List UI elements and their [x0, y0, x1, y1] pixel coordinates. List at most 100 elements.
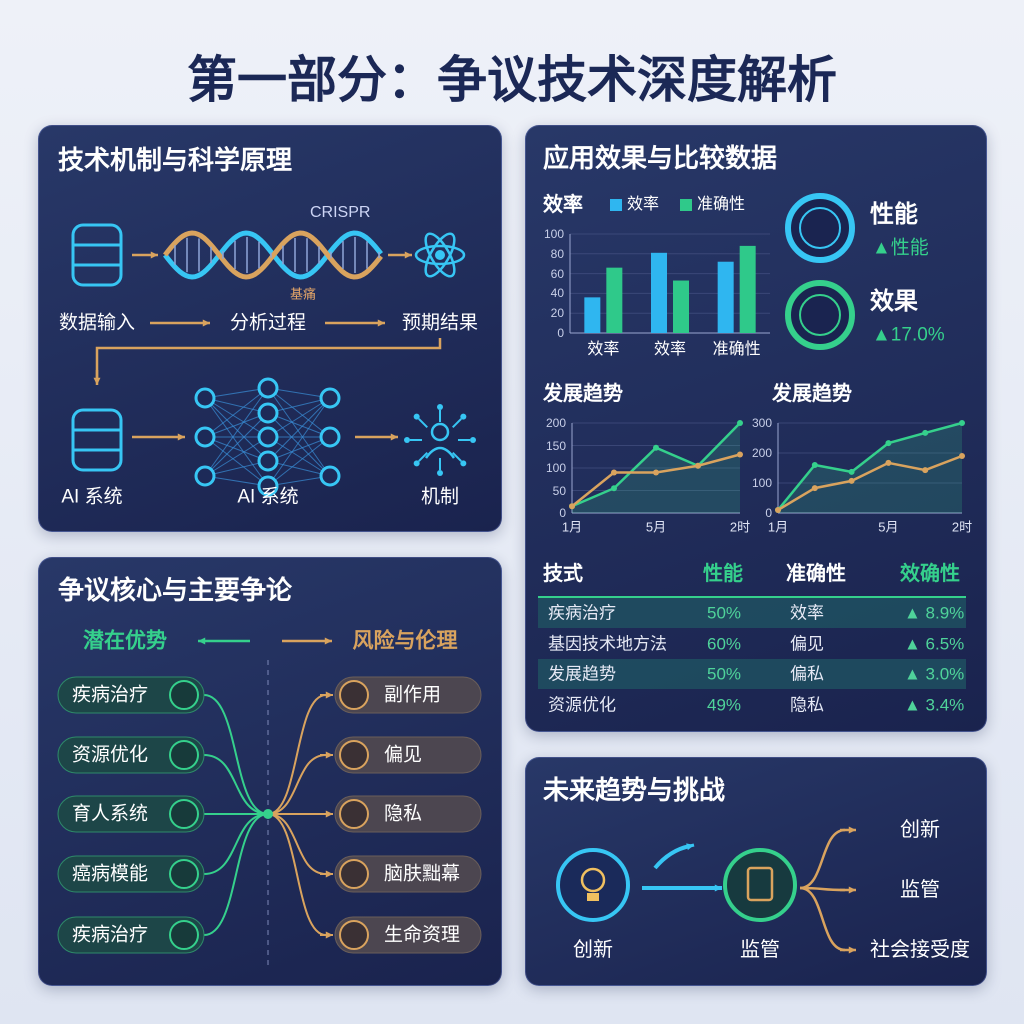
table-header: 技式 [543, 563, 583, 585]
net-node [257, 426, 279, 448]
net-node [257, 402, 279, 424]
pill-label: 癌病模能 [72, 863, 149, 885]
y-tick-label: 100 [751, 476, 772, 490]
y-tick-label: 200 [545, 416, 566, 430]
pill-icon [169, 920, 199, 950]
table-cell: 基因技术地方法 [548, 634, 667, 654]
x-tick-label: 2时 [951, 519, 973, 535]
pill-icon [169, 680, 199, 710]
pill [334, 795, 482, 833]
base-label: 基痛 [290, 286, 317, 302]
point [959, 420, 965, 426]
table-cell: 疾病治疗 [548, 603, 616, 623]
kpi-note: ▲性能 [872, 237, 929, 259]
point [737, 420, 743, 426]
y-tick-label: 50 [552, 483, 566, 498]
net-edge [204, 397, 269, 462]
pill-icon [339, 680, 369, 710]
arrow-head [325, 751, 333, 759]
arrow-head [325, 810, 333, 818]
point [885, 459, 892, 466]
connector [267, 694, 327, 815]
line [777, 454, 963, 512]
table-row-bg [538, 598, 966, 628]
net-edge [267, 397, 331, 462]
legend-swatch [610, 199, 622, 211]
y-tick-label: 60 [550, 266, 564, 281]
net-edge [204, 412, 269, 477]
table-cell: 发展趋势 [548, 664, 616, 684]
pill-label: 生命资理 [384, 924, 461, 946]
table-cell: ▲ 3.4% [904, 695, 965, 715]
y-tick-label: 80 [550, 246, 564, 261]
outcome-label: 监管 [900, 879, 940, 901]
step-icon [723, 848, 797, 922]
area [778, 423, 962, 513]
x-tick-label: 2时 [729, 519, 751, 535]
pill-label: 育人系统 [72, 803, 149, 825]
kpi-inner [799, 207, 841, 249]
arrow-head [377, 319, 385, 327]
point [922, 429, 929, 436]
net-edge [204, 387, 269, 399]
panel-effects [525, 125, 987, 732]
net-node [194, 387, 216, 409]
flow-label: 预期结果 [401, 312, 479, 334]
outcome-label: 社会接受度 [870, 939, 970, 961]
x-tick-label: 效率 [587, 341, 620, 358]
pill-label: 偏见 [384, 744, 423, 766]
net-edge [267, 397, 331, 414]
pill-icon [169, 799, 199, 829]
kpi-label: 性能 [870, 201, 918, 228]
legend-label: 准确性 [697, 196, 746, 213]
step-icon [556, 848, 630, 922]
net-edge [204, 436, 269, 477]
arrow-head [324, 637, 332, 645]
table-header: 效确性 [900, 563, 960, 585]
pill-label: 脑肤黜幕 [384, 863, 461, 885]
net-edge [204, 436, 269, 462]
x-tick-label: 1月 [767, 519, 789, 535]
person-ray-dot [470, 437, 476, 443]
x-tick-label: 效率 [653, 341, 687, 358]
hub [263, 809, 273, 819]
bar [651, 252, 667, 333]
panel-title: 未来趋势与挑战 [543, 775, 726, 805]
bar [739, 245, 756, 333]
point [811, 485, 818, 492]
person-ray-dot [413, 413, 420, 420]
legend-label: 效率 [627, 196, 660, 213]
bar [673, 280, 689, 333]
net-edge [267, 387, 331, 477]
bar [584, 297, 601, 333]
atom-icon [424, 232, 456, 278]
outcome-label: 创新 [900, 819, 940, 841]
bar [717, 261, 734, 333]
point [775, 507, 781, 513]
kpi-ring [785, 280, 855, 350]
y-tick-label: 100 [543, 227, 564, 241]
pill [57, 736, 205, 774]
net-edge [267, 387, 331, 438]
person-ray [418, 452, 428, 462]
pill-icon [339, 799, 369, 829]
net-edge [267, 397, 331, 487]
net-edge [204, 412, 269, 438]
line [777, 421, 963, 511]
kpi-inner [799, 294, 841, 336]
flow-label: 数据输入 [58, 312, 136, 334]
pill [57, 916, 205, 954]
arrow-head [714, 884, 722, 892]
branch [799, 828, 846, 890]
person-ray [452, 418, 462, 428]
page-title: 第一部分：争议技术深度解析 [187, 52, 837, 108]
arrow-head [848, 886, 856, 894]
table-header: 性能 [703, 563, 743, 585]
person-ray-dot [404, 437, 410, 443]
flow-label: 机制 [420, 486, 460, 508]
person-icon [424, 446, 456, 459]
net-edge [204, 460, 269, 477]
y-tick-label: 0 [557, 326, 564, 340]
kpi-label: 效果 [870, 288, 918, 315]
